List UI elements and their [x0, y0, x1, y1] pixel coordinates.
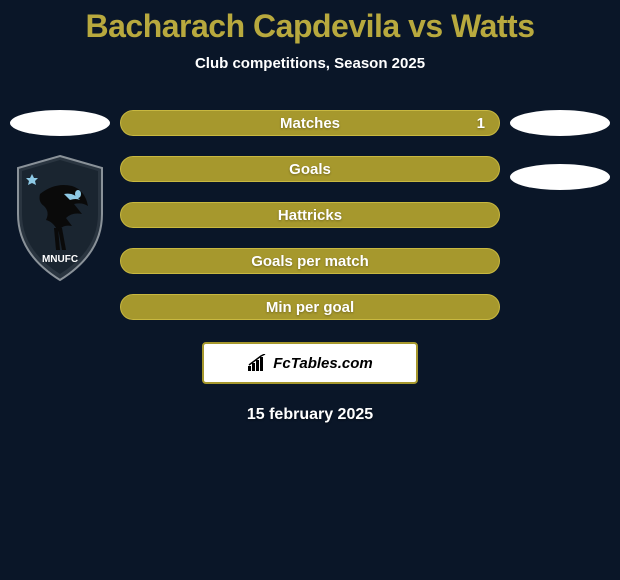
stat-bar-matches: Matches 1: [120, 110, 500, 136]
stat-label: Min per goal: [266, 299, 354, 316]
right-player-col: [510, 110, 610, 190]
stat-bar-gpm: Goals per match: [120, 248, 500, 274]
stat-label: Goals: [289, 161, 331, 178]
club-logo-text: MNUFC: [42, 254, 78, 265]
stat-label: Matches: [280, 115, 340, 132]
stat-label: Hattricks: [278, 207, 342, 224]
page-title: Bacharach Capdevila vs Watts: [86, 8, 535, 45]
chart-icon: [247, 354, 269, 372]
stat-bar-hattricks: Hattricks: [120, 202, 500, 228]
fctables-box[interactable]: FcTables.com: [202, 342, 418, 384]
main-row: MNUFC Matches 1 Goals Hattricks Goals pe…: [0, 110, 620, 320]
stat-bar-mpg: Min per goal: [120, 294, 500, 320]
date-text: 15 february 2025: [247, 406, 373, 424]
right-player-ellipse-1: [510, 110, 610, 136]
content-wrapper: Bacharach Capdevila vs Watts Club compet…: [0, 0, 620, 580]
stat-value: 1: [477, 115, 485, 132]
left-player-ellipse: [10, 110, 110, 136]
right-player-ellipse-2: [510, 164, 610, 190]
left-player-col: MNUFC: [10, 110, 110, 284]
stat-bars: Matches 1 Goals Hattricks Goals per matc…: [120, 110, 500, 320]
subtitle: Club competitions, Season 2025: [195, 55, 425, 72]
shield-icon: MNUFC: [10, 154, 110, 284]
fctables-label: FcTables.com: [273, 355, 372, 372]
stat-bar-goals: Goals: [120, 156, 500, 182]
stat-label: Goals per match: [251, 253, 369, 270]
club-logo-mnufc: MNUFC: [10, 154, 110, 284]
